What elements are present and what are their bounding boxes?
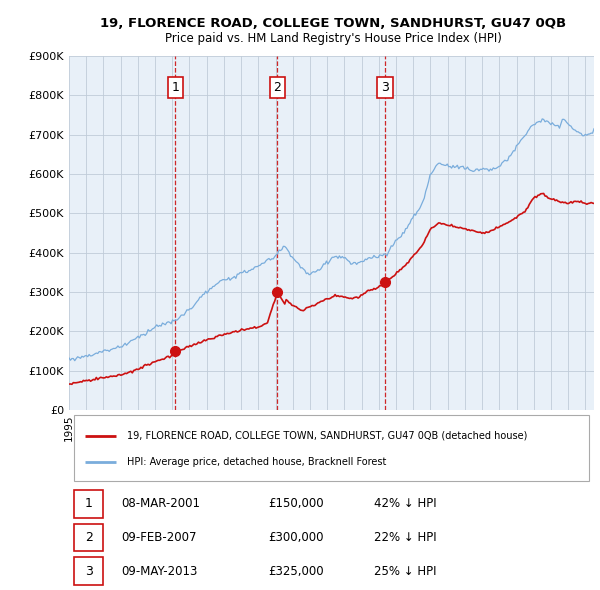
- Bar: [74, 415, 589, 481]
- Text: 3: 3: [85, 565, 92, 578]
- Text: 09-MAY-2013: 09-MAY-2013: [121, 565, 198, 578]
- Text: Price paid vs. HM Land Registry's House Price Index (HPI): Price paid vs. HM Land Registry's House …: [164, 32, 502, 45]
- Text: 1: 1: [85, 497, 92, 510]
- Text: 2: 2: [274, 81, 281, 94]
- Text: 42% ↓ HPI: 42% ↓ HPI: [373, 497, 436, 510]
- Text: 22% ↓ HPI: 22% ↓ HPI: [373, 531, 436, 544]
- Bar: [74, 558, 103, 585]
- Bar: [74, 490, 103, 517]
- Text: 3: 3: [381, 81, 389, 94]
- Text: 25% ↓ HPI: 25% ↓ HPI: [373, 565, 436, 578]
- Text: 19, FLORENCE ROAD, COLLEGE TOWN, SANDHURST, GU47 0QB (detached house): 19, FLORENCE ROAD, COLLEGE TOWN, SANDHUR…: [127, 431, 527, 441]
- Text: 2: 2: [85, 531, 92, 544]
- Text: 1: 1: [171, 81, 179, 94]
- Text: HPI: Average price, detached house, Bracknell Forest: HPI: Average price, detached house, Brac…: [127, 457, 386, 467]
- Text: 08-MAR-2001: 08-MAR-2001: [121, 497, 200, 510]
- Text: 19, FLORENCE ROAD, COLLEGE TOWN, SANDHURST, GU47 0QB: 19, FLORENCE ROAD, COLLEGE TOWN, SANDHUR…: [100, 17, 566, 30]
- Text: 09-FEB-2007: 09-FEB-2007: [121, 531, 197, 544]
- Text: £150,000: £150,000: [269, 497, 324, 510]
- Text: £300,000: £300,000: [269, 531, 324, 544]
- Text: £325,000: £325,000: [269, 565, 324, 578]
- Bar: [74, 524, 103, 551]
